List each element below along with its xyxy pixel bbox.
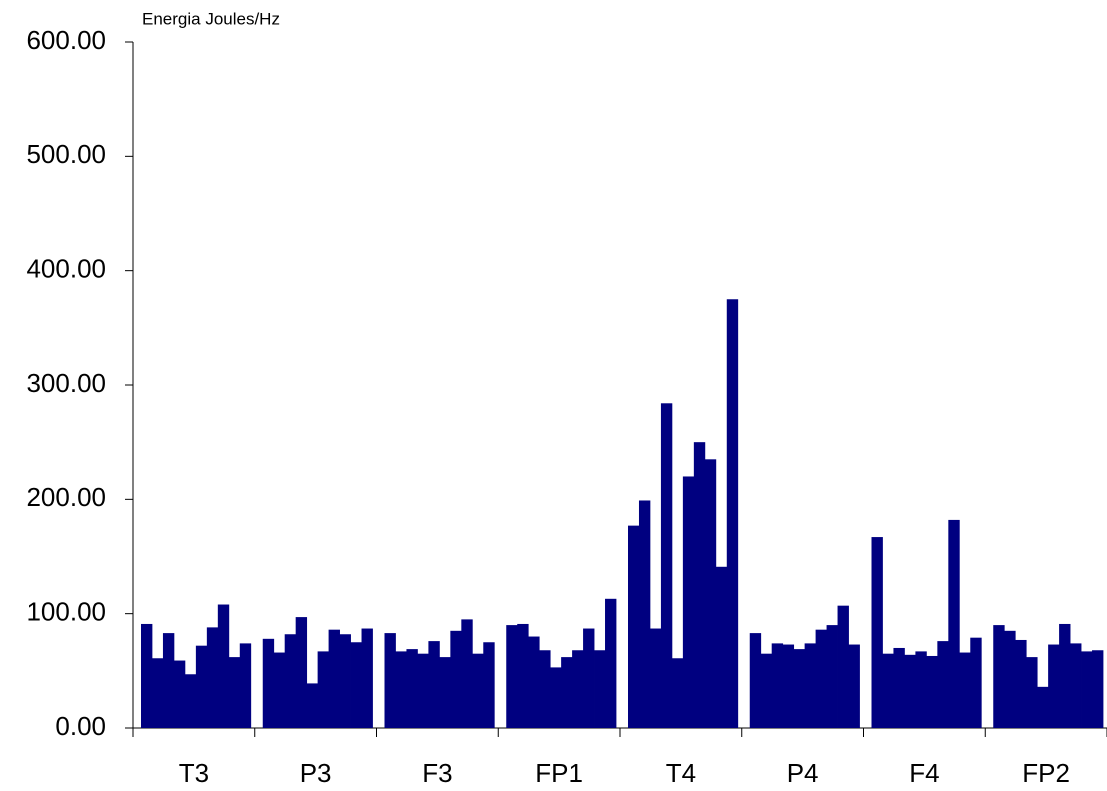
bar [628,525,640,728]
bar [583,628,595,728]
bar [350,642,362,728]
bar [1015,639,1027,728]
bar [273,652,286,728]
bar [660,403,673,728]
bar [550,667,562,728]
bar [472,653,484,728]
bar [317,651,329,728]
bar [284,634,297,728]
bar [217,604,230,728]
bar [1004,630,1016,728]
x-tick-label: FP2 [1022,758,1070,788]
x-tick-label: FP1 [535,758,583,788]
x-tick-label: F4 [909,758,939,788]
bar [572,650,584,728]
bar [228,657,241,728]
bar [693,442,706,728]
x-tick-label: P4 [787,758,819,788]
bar [361,628,373,728]
bar [417,653,429,728]
bar [715,566,728,728]
bar [517,623,529,728]
x-tick-label: F3 [422,758,452,788]
bar [262,638,275,728]
bar [406,649,418,728]
bar [793,649,806,728]
bar [561,657,573,728]
bar [206,627,219,728]
bar [782,644,795,728]
y-tick-label: 500.00 [26,139,106,169]
bar [804,643,816,728]
bar [428,641,440,728]
bar [871,537,883,728]
y-tick-label: 600.00 [26,25,106,55]
bar [450,630,462,728]
bar [461,619,473,728]
bar [1092,650,1104,728]
bar [395,651,407,728]
bar [1048,644,1060,728]
bar [837,605,849,728]
bar [848,644,860,728]
y-axis-label: Energia Joules/Hz [142,9,280,28]
bar [483,642,495,728]
bar [826,625,838,728]
bar [915,651,927,728]
bar [815,629,827,728]
bar [926,655,938,728]
y-tick-label: 300.00 [26,368,106,398]
bar [195,645,208,728]
bar [682,476,695,728]
bar [893,647,905,728]
bar [384,633,396,728]
bar [1037,686,1049,728]
bar [970,637,982,728]
bar [306,683,319,728]
bar [239,643,252,728]
bar [771,643,784,728]
bar [1059,623,1071,728]
bar [671,658,684,728]
bar [649,628,662,728]
bar [151,658,164,728]
bar [1081,651,1093,728]
y-tick-label: 200.00 [26,482,106,512]
y-tick-label: 100.00 [26,597,106,627]
bar [1026,657,1038,728]
bar [141,623,153,728]
bar [1070,643,1082,728]
x-tick-label: T4 [666,758,696,788]
bar [605,598,617,728]
bar [726,299,739,728]
bar [704,459,717,728]
bar [539,650,551,728]
bar [184,674,197,728]
bar [749,633,762,728]
bar [904,654,916,728]
bar [959,652,971,728]
bar [328,629,340,728]
bar [882,653,894,728]
bar [638,500,651,728]
x-tick-label: T3 [179,758,209,788]
y-tick-label: 0.00 [55,711,106,741]
bar [760,653,773,728]
bar [162,633,175,728]
bar [439,657,451,728]
bar [295,617,308,728]
x-tick-label: P3 [300,758,332,788]
bar [528,636,540,728]
bar [339,634,351,728]
bar [937,641,949,728]
bar [173,660,186,728]
bar [594,650,606,728]
bar [948,519,960,728]
bar [506,625,518,728]
bar [993,625,1005,728]
y-tick-label: 400.00 [26,254,106,284]
